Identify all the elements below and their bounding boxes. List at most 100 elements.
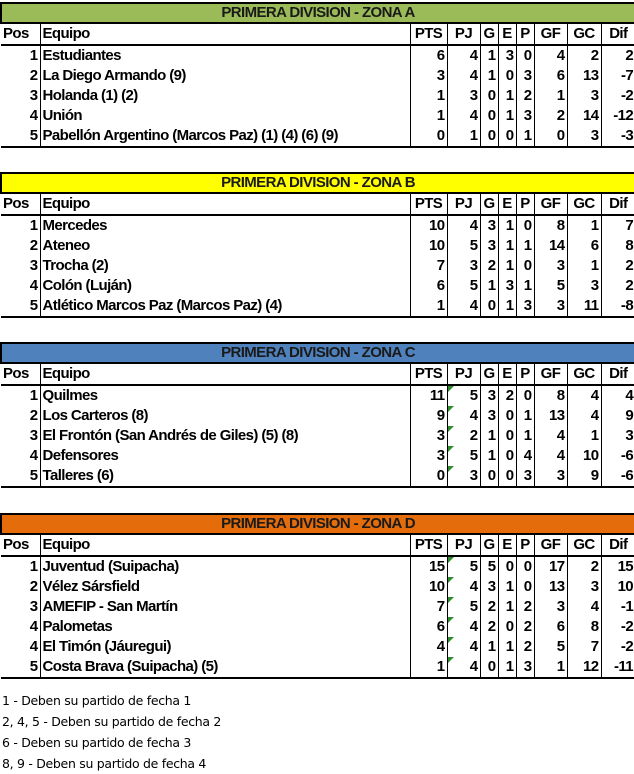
- cell-e: 1: [497, 236, 516, 256]
- cell-p: 0: [515, 556, 534, 577]
- table-row: 1 Juventud (Suipacha) 15 5 5 0 0 17 2 15: [1, 556, 634, 577]
- cell-pts: 15: [409, 556, 447, 577]
- cell-g: 0: [479, 106, 498, 126]
- cell-e: 3: [497, 45, 516, 66]
- cell-pj: 4: [446, 657, 480, 679]
- table-row: 5 Costa Brava (Suipacha) (5) 1 4 0 1 3 1 12 -11: [1, 657, 634, 679]
- cell-e: 1: [497, 106, 516, 126]
- cell-gc: 3: [566, 126, 601, 148]
- cell-g: 1: [479, 637, 498, 657]
- zone-table-a: PRIMERA DIVISION - ZONA A Pos Equipo PTS PJ G…: [0, 2, 634, 148]
- cell-dif: -2: [600, 617, 634, 637]
- cell-team: Unión: [39, 106, 410, 126]
- cell-team: El Timón (Jáuregui): [39, 637, 410, 657]
- cell-pts: 0: [409, 466, 447, 488]
- cell-g: 0: [479, 296, 498, 318]
- cell-p: 1: [515, 406, 534, 426]
- cell-p: 3: [515, 296, 534, 318]
- cell-p: 2: [515, 86, 534, 106]
- cell-pj: 5: [446, 446, 480, 466]
- cell-dif: -3: [600, 126, 634, 148]
- column-header-pos: Pos: [1, 363, 40, 386]
- cell-dif: -6: [600, 466, 634, 488]
- column-header-gf: GF: [533, 363, 567, 386]
- table-row: 2 Los Carteros (8) 9 4 3 0 1 13 4 9: [1, 406, 634, 426]
- cell-dif: 8: [600, 236, 634, 256]
- cell-g: 1: [479, 426, 498, 446]
- cell-gf: 6: [533, 617, 567, 637]
- cell-e: 0: [497, 466, 516, 488]
- cell-pos: 2: [29, 407, 38, 424]
- cell-team: Quilmes: [39, 385, 410, 406]
- column-header-dif: Dif: [600, 23, 634, 46]
- cell-dif: 2: [600, 256, 634, 276]
- cell-g: 1: [479, 276, 498, 296]
- cell-pts: 7: [409, 256, 447, 276]
- cell-p: 1: [515, 426, 534, 446]
- footnote: 6 - Deben su partido de fecha 3: [2, 735, 192, 750]
- column-header-pos: Pos: [1, 534, 40, 557]
- column-header-team: Equipo: [39, 534, 410, 557]
- cell-pos: 3: [29, 87, 38, 104]
- column-header-p: P: [515, 363, 534, 386]
- cell-e: 1: [497, 296, 516, 318]
- cell-gf: 4: [533, 45, 567, 66]
- table-row: 3 Holanda (1) (2) 1 3 0 1 2 1 3 -2: [1, 86, 634, 106]
- column-header-pj: PJ: [446, 363, 480, 386]
- column-header-pos: Pos: [1, 23, 40, 46]
- column-header-team: Equipo: [39, 23, 410, 46]
- cell-gf: 8: [533, 215, 567, 236]
- cell-team: Los Carteros (8): [39, 406, 410, 426]
- cell-e: 0: [497, 406, 516, 426]
- cell-e: 1: [497, 86, 516, 106]
- cell-gf: 5: [533, 637, 567, 657]
- zone-title: PRIMERA DIVISION - ZONA D: [0, 513, 634, 535]
- cell-g: 5: [479, 556, 498, 577]
- cell-gc: 10: [566, 446, 601, 466]
- table-row: 4 Palometas 6 4 2 0 2 6 8 -2: [1, 617, 634, 637]
- cell-g: 3: [479, 385, 498, 406]
- cell-gc: 2: [566, 45, 601, 66]
- cell-dif: 3: [600, 426, 634, 446]
- column-header-gc: GC: [566, 23, 601, 46]
- cell-gc: 1: [566, 256, 601, 276]
- cell-p: 1: [515, 276, 534, 296]
- cell-team: El Frontón (San Andrés de Giles) (5) (8): [39, 426, 410, 446]
- cell-e: 1: [497, 215, 516, 236]
- cell-pj: 4: [446, 406, 480, 426]
- column-header-pts: PTS: [409, 23, 447, 46]
- cell-gc: 3: [566, 86, 601, 106]
- cell-team: Palometas: [39, 617, 410, 637]
- cell-gf: 8: [533, 385, 567, 406]
- cell-e: 2: [497, 385, 516, 406]
- table-row: 1 Estudiantes 6 4 1 3 0 4 2 2: [1, 45, 634, 66]
- cell-pos: 4: [29, 277, 38, 294]
- cell-gf: 3: [533, 296, 567, 318]
- table-row: 3 Trocha (2) 7 3 2 1 0 3 1 2: [1, 256, 634, 276]
- table-row: 5 Pabellón Argentino (Marcos Paz) (1) (4)…: [1, 126, 634, 148]
- cell-team: AMEFIP - San Martín: [39, 597, 410, 617]
- column-header-gf: GF: [533, 23, 567, 46]
- column-header-team: Equipo: [39, 193, 410, 216]
- cell-e: 1: [497, 637, 516, 657]
- cell-gc: 13: [566, 66, 601, 86]
- header-row: Pos Equipo PTS PJ G E P GF GC Dif: [1, 534, 634, 557]
- cell-gf: 1: [533, 657, 567, 679]
- table-row: 2 La Diego Armando (9) 3 4 1 0 3 6 13 -7: [1, 66, 634, 86]
- cell-pj: 3: [446, 86, 480, 106]
- cell-e: 1: [497, 256, 516, 276]
- zone-table-c: PRIMERA DIVISION - ZONA C Pos Equipo PTS PJ G…: [0, 342, 634, 488]
- cell-p: 0: [515, 385, 534, 406]
- cell-p: 0: [515, 256, 534, 276]
- cell-pos: 1: [29, 558, 38, 575]
- cell-gc: 11: [566, 296, 601, 318]
- cell-p: 2: [515, 617, 534, 637]
- cell-pts: 6: [409, 276, 447, 296]
- column-header-pos: Pos: [1, 193, 40, 216]
- cell-pos: 1: [29, 47, 38, 64]
- cell-pts: 3: [409, 426, 447, 446]
- cell-gc: 3: [566, 276, 601, 296]
- cell-team: Trocha (2): [39, 256, 410, 276]
- cell-gc: 2: [566, 556, 601, 577]
- cell-p: 2: [515, 637, 534, 657]
